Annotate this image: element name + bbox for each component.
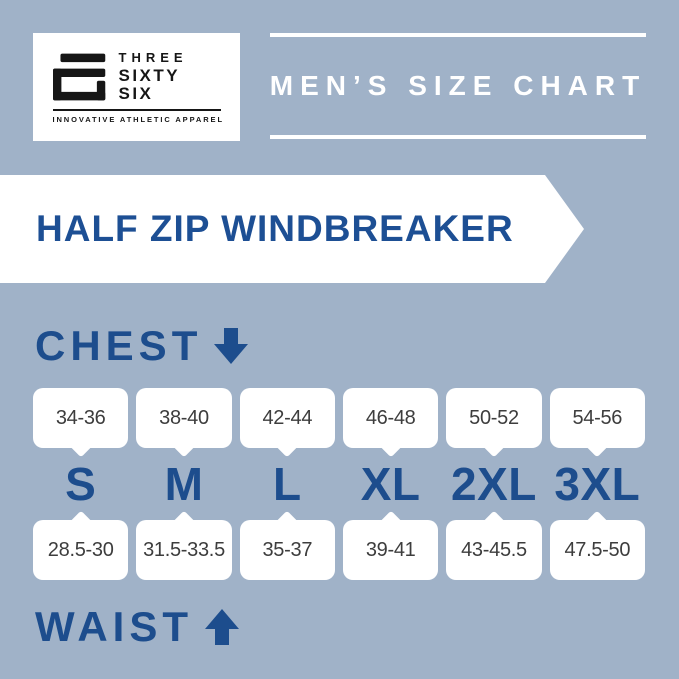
waist-value-bubble: 39-41 <box>342 510 439 580</box>
waist-section-label: WAIST <box>35 603 239 651</box>
waist-value: 28.5-30 <box>47 538 114 561</box>
size-column: 34-36 S 28.5-30 <box>33 388 129 580</box>
waist-label: WAIST <box>35 603 193 650</box>
chest-value-bubble: 34-36 <box>33 388 129 458</box>
size-label: L <box>273 458 302 510</box>
size-label: S <box>65 458 97 510</box>
chest-section-label: CHEST <box>35 322 249 370</box>
waist-value-bubble: 35-37 <box>239 510 335 580</box>
product-banner-arrow: HALF ZIP WINDBREAKER <box>0 175 584 283</box>
logo-divider <box>52 109 221 112</box>
waist-value: 35-37 <box>262 538 313 561</box>
chest-value: 50-52 <box>469 406 519 429</box>
header-title-block: MEN’S SIZE CHART <box>270 33 646 139</box>
chest-value: 46-48 <box>365 406 416 429</box>
size-label: M <box>164 458 204 510</box>
size-label: 3XL <box>554 458 641 510</box>
brand-name-line1: THREE <box>118 49 188 65</box>
chest-value: 38-40 <box>159 406 209 429</box>
chest-value: 34-36 <box>55 406 106 429</box>
chest-value: 42-44 <box>262 406 313 429</box>
brand-tagline: INNOVATIVE ATHLETIC APPAREL <box>52 115 224 125</box>
waist-value: 39-41 <box>365 538 416 561</box>
chest-value-bubble: 42-44 <box>239 388 335 458</box>
chest-label: CHEST <box>35 322 203 369</box>
size-column: 38-40 M 31.5-33.5 <box>136 388 232 580</box>
three-sixty-six-logo-icon <box>52 52 109 102</box>
waist-value: 47.5-50 <box>564 538 631 561</box>
waist-value: 43-45.5 <box>461 538 527 561</box>
chest-value-bubble: 38-40 <box>136 388 232 458</box>
size-column: 42-44 L 35-37 <box>239 388 335 580</box>
waist-value-bubble: 43-45.5 <box>446 510 542 580</box>
size-columns: 34-36 S 28.5-30 38-40 M 31.5-33.5 42-4 <box>33 388 645 580</box>
size-column: 54-56 3XL 47.5-50 <box>549 388 645 580</box>
brand-name-line2: SIXTY SIX <box>118 65 180 104</box>
waist-value: 31.5-33.5 <box>143 538 225 561</box>
chest-value-bubble: 50-52 <box>446 388 542 458</box>
size-column: 50-52 2XL 43-45.5 <box>446 388 542 580</box>
waist-value-bubble: 31.5-33.5 <box>136 510 232 580</box>
brand-logo-card: THREE SIXTY SIX INNOVATIVE ATHLETIC APPA… <box>33 33 240 141</box>
waist-value-bubble: 28.5-30 <box>33 510 129 580</box>
down-arrow-icon <box>214 328 249 364</box>
chest-value-bubble: 46-48 <box>342 388 439 458</box>
size-label: 2XL <box>451 458 537 510</box>
size-column: 46-48 XL 39-41 <box>342 388 439 580</box>
brand-logo: THREE SIXTY SIX INNOVATIVE ATHLETIC APPA… <box>52 49 224 125</box>
size-label: XL <box>360 458 421 510</box>
product-name: HALF ZIP WINDBREAKER <box>36 208 514 249</box>
waist-value-bubble: 47.5-50 <box>549 510 645 580</box>
chest-value-bubble: 54-56 <box>549 388 645 458</box>
chest-value: 54-56 <box>572 406 623 429</box>
up-arrow-icon <box>205 609 239 645</box>
page-title: MEN’S SIZE CHART <box>269 70 647 101</box>
